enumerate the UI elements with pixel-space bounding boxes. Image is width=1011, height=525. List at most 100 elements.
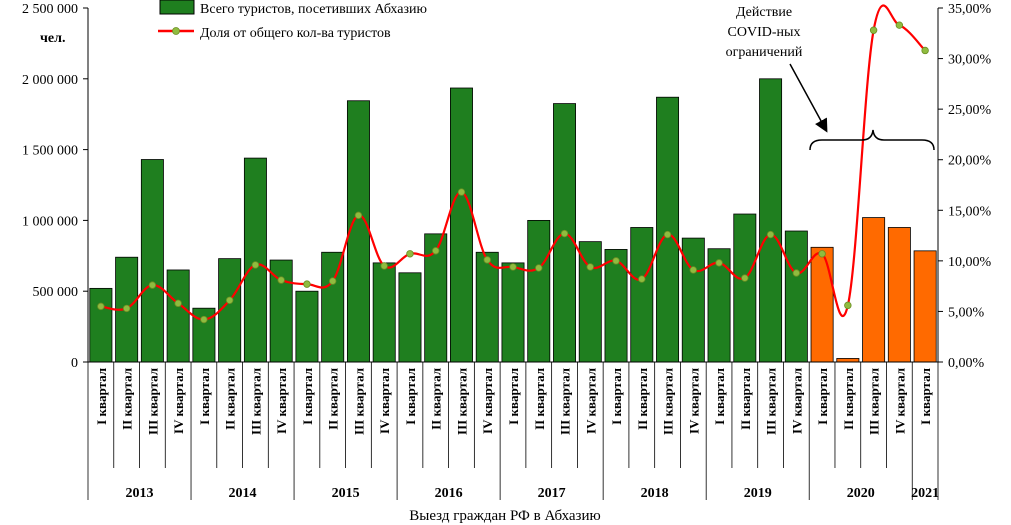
annotation-arrow	[789, 63, 828, 133]
quarter-label: IV квартал	[892, 368, 907, 434]
bar	[759, 78, 783, 363]
y-tick-label: 0	[71, 356, 78, 371]
bar	[166, 269, 190, 363]
bar	[321, 251, 345, 363]
x-axis-title: Выезд граждан РФ в Абхазию	[409, 508, 600, 524]
share-point	[251, 261, 260, 269]
bar	[887, 227, 911, 363]
year-label: 2017	[538, 486, 566, 501]
share-point	[560, 229, 569, 238]
year-label: 2015	[332, 486, 360, 501]
share-point	[792, 269, 801, 277]
quarter-label: II квартал	[635, 368, 650, 430]
bar	[656, 96, 680, 363]
bar	[243, 157, 267, 363]
quarter-label: II квартал	[326, 368, 341, 430]
quarter-label: II квартал	[532, 368, 547, 430]
quarter-label: III квартал	[558, 368, 573, 435]
share-point	[818, 250, 826, 258]
quarter-label: II квартал	[223, 368, 238, 430]
bar	[630, 227, 654, 363]
bar	[681, 237, 705, 363]
quarter-label: IV квартал	[377, 368, 392, 434]
bar	[733, 213, 757, 363]
legend: Всего туристов, посетивших Абхазию Доля …	[158, 0, 427, 41]
right-axis-ticks: 0,00% 5,00% 10,00% 15,00% 20,00% 25,00% 30,00%…	[938, 2, 992, 371]
year-label: 2019	[744, 486, 772, 501]
quarter-label: II квартал	[429, 368, 444, 430]
year-label: 2020	[847, 486, 875, 501]
year-label: 2018	[641, 486, 669, 501]
y2-tick-label: 5,00%	[948, 305, 985, 320]
share-point	[457, 188, 466, 196]
y-tick-label: 2 000 000	[22, 73, 78, 88]
share-point	[586, 263, 594, 271]
quarter-label: IV квартал	[583, 368, 598, 434]
bar	[836, 358, 860, 363]
annotation-brace	[809, 129, 935, 151]
legend-line-label: Доля от общего кол-ва туристов	[200, 26, 391, 41]
y2-tick-label: 25,00%	[948, 103, 992, 118]
x-axis-labels: I квартал II квартал III квартал IV квартал…	[87, 362, 939, 501]
axes	[87, 8, 939, 363]
share-point	[432, 247, 440, 255]
quarter-label: IV квартал	[789, 368, 804, 434]
quarter-label: III квартал	[454, 368, 469, 435]
quarter-label: II квартал	[841, 368, 856, 430]
share-point	[921, 46, 929, 55]
share-point	[174, 299, 182, 308]
quarter-label: IV квартал	[274, 368, 289, 434]
share-point	[663, 230, 672, 239]
quarter-label: I квартал	[609, 368, 624, 425]
share-point	[715, 259, 723, 267]
quarter-label: IV квартал	[480, 368, 495, 434]
y2-tick-label: 10,00%	[948, 255, 992, 270]
share-point	[200, 315, 208, 324]
share-point	[483, 256, 491, 264]
share-point	[277, 276, 285, 284]
quarter-label: I квартал	[815, 368, 830, 425]
bar	[527, 219, 551, 363]
line-series	[97, 4, 929, 324]
quarter-label: I квартал	[712, 368, 727, 425]
share-point	[535, 264, 543, 272]
quarter-label: IV квартал	[171, 368, 186, 434]
share-point	[612, 257, 620, 265]
left-axis-ticks: 0 500 000 1 000 000 1 500 000 2 000 000 2 500…	[22, 2, 88, 371]
bar	[784, 230, 808, 363]
share-point	[354, 211, 363, 220]
year-label: 2013	[126, 486, 154, 501]
share-point	[148, 281, 157, 289]
y-tick-label: 500 000	[33, 285, 79, 300]
annotation-line-1: Действие	[736, 5, 792, 20]
bar	[862, 217, 886, 363]
bar-series	[89, 78, 937, 363]
y2-tick-label: 15,00%	[948, 204, 992, 219]
bar	[140, 159, 164, 363]
annotation-line-2: COVID-ных	[728, 25, 801, 40]
y2-tick-label: 0,00%	[948, 356, 985, 371]
share-point	[766, 230, 775, 239]
quarter-label: I квартал	[94, 368, 109, 425]
y2-tick-label: 20,00%	[948, 154, 992, 169]
quarter-label: I квартал	[300, 368, 315, 425]
bar	[450, 87, 473, 363]
y2-tick-label: 35,00%	[948, 2, 992, 17]
share-point	[509, 263, 517, 271]
annotation-line-3: ограничений	[726, 45, 803, 60]
quarter-label: I квартал	[403, 368, 418, 425]
bar	[501, 262, 525, 363]
bar	[218, 258, 242, 363]
quarter-label: III квартал	[764, 368, 779, 435]
bar	[475, 251, 499, 363]
share-point	[303, 280, 311, 288]
share-point	[122, 304, 131, 313]
quarter-label: II квартал	[738, 368, 753, 430]
quarter-label: III квартал	[867, 368, 882, 435]
share-point	[895, 21, 904, 29]
y2-tick-label: 30,00%	[948, 53, 992, 68]
share-point	[328, 277, 337, 285]
y-unit-label: чел.	[40, 31, 65, 46]
